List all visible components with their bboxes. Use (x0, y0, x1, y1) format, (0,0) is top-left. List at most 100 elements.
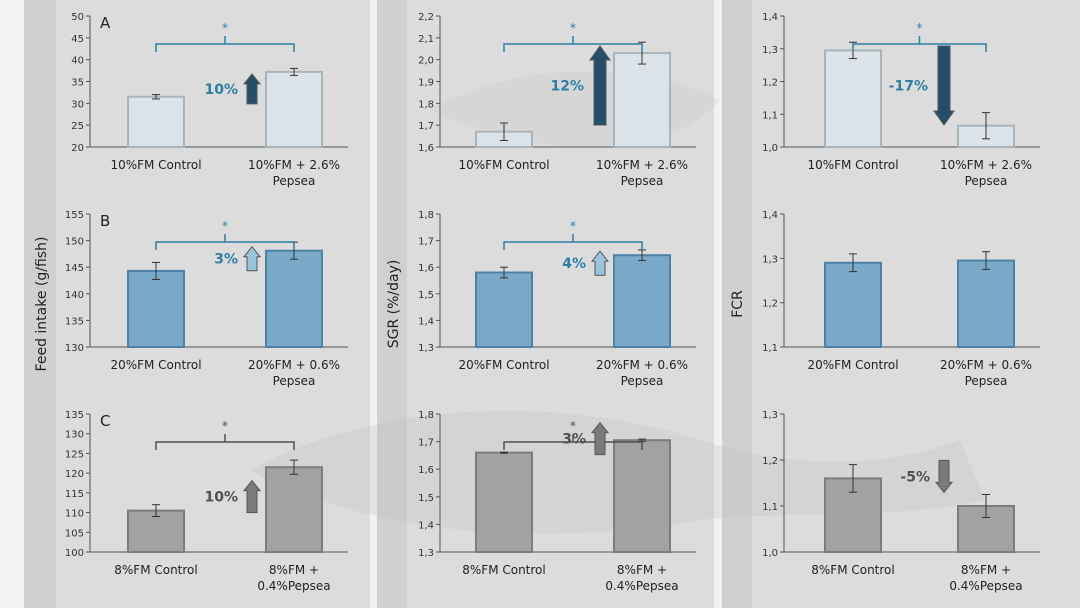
arrow-up-icon (242, 73, 262, 105)
significance-star: * (222, 21, 228, 35)
category-label: 20%FM Control (458, 358, 549, 372)
bar (613, 439, 671, 553)
y-tick-label: 1,3 (762, 254, 778, 265)
significance-star: * (222, 219, 228, 233)
y-axis-label-fcr: FCR (730, 290, 746, 318)
bar (265, 249, 323, 348)
bar (265, 70, 323, 148)
y-tick-label: 2,0 (418, 56, 434, 67)
bar (613, 52, 671, 148)
arrow-up-icon (590, 250, 610, 276)
y-tick-label: 125 (65, 449, 84, 460)
y-tick-label: 1,1 (762, 110, 778, 121)
significance-star: * (917, 21, 923, 35)
y-tick-label: 1,4 (762, 12, 778, 23)
bar (475, 271, 533, 348)
ylabel-strip-fcr (722, 0, 752, 608)
bar (613, 254, 671, 348)
category-label: 20%FM + 0.6% (940, 358, 1032, 372)
panel-label: A (100, 14, 111, 32)
bar (475, 451, 533, 554)
category-label: 10%FM + 2.6% (940, 158, 1032, 172)
y-tick-label: 155 (65, 210, 84, 221)
category-label: 20%FM Control (110, 358, 201, 372)
y-tick-label: 2,1 (418, 34, 434, 45)
significance-star: * (570, 419, 576, 433)
category-label: Pepsea (273, 174, 316, 188)
y-tick-label: 1,6 (418, 263, 434, 274)
y-tick-label: 1,4 (418, 316, 434, 327)
arrow-up-icon (242, 479, 262, 514)
column-panel-fcr (752, 0, 1080, 608)
chart-panels: 20 25 30 35 40 45 50 10%FM Control 10%FM + 2.6% P… (65, 12, 1040, 593)
category-label: 10%FM + 2.6% (248, 158, 340, 172)
y-tick-label: 20 (71, 143, 84, 154)
bar (957, 259, 1015, 348)
y-tick-label: 1,4 (418, 520, 434, 531)
percent-change-label: 4% (562, 256, 586, 272)
y-tick-label: 1,6 (418, 143, 434, 154)
arrow-down-icon (934, 459, 954, 494)
bar (824, 261, 882, 348)
category-label: Pepsea (965, 174, 1008, 188)
bar (127, 269, 185, 349)
y-tick-label: 1,7 (418, 237, 434, 248)
category-label: 20%FM + 0.6% (596, 358, 688, 372)
y-tick-label: 145 (65, 263, 84, 274)
y-tick-label: 1,8 (418, 99, 434, 110)
category-label: 8%FM Control (811, 563, 894, 577)
y-tick-label: 1,3 (418, 343, 434, 354)
category-label: 10%FM Control (807, 158, 898, 172)
category-label: Pepsea (621, 174, 664, 188)
category-label: 8%FM + (269, 563, 319, 577)
y-tick-label: 150 (65, 237, 84, 248)
chart-panel-1: 1,6 1,7 1,8 1,9 2,0 2,1 2,2 10%FM Control 10%FM … (418, 12, 696, 188)
y-tick-label: 35 (71, 78, 84, 89)
y-tick-label: 1,3 (762, 45, 778, 56)
y-tick-label: 130 (65, 343, 84, 354)
percent-change-label: -17% (889, 79, 928, 95)
percent-change-label: -5% (900, 469, 930, 485)
y-tick-label: 1,2 (762, 299, 778, 310)
chart-panel-7: 1,3 1,4 1,5 1,6 1,7 1,8 8%FM Control 8%FM + 0.4%… (418, 410, 696, 593)
bar (127, 95, 185, 148)
percent-change-label: 3% (562, 432, 586, 448)
category-label: 20%FM Control (807, 358, 898, 372)
y-tick-label: 1,1 (762, 343, 778, 354)
y-tick-label: 1,4 (762, 210, 778, 221)
y-tick-label: 1,9 (418, 78, 434, 89)
ylabel-strip-sgr (377, 0, 407, 608)
y-tick-label: 1,1 (762, 502, 778, 513)
bar (265, 466, 323, 554)
y-tick-label: 135 (65, 316, 84, 327)
arrow-up-icon (589, 45, 611, 126)
y-tick-label: 110 (65, 509, 84, 520)
bar (824, 49, 882, 149)
y-tick-label: 30 (71, 99, 84, 110)
arrow-up-icon (242, 245, 262, 272)
category-label: 20%FM + 0.6% (248, 358, 340, 372)
y-tick-label: 140 (65, 290, 84, 301)
percent-change-label: 3% (214, 252, 238, 268)
y-tick-label: 1,8 (418, 410, 434, 421)
arrow-up-icon (590, 421, 610, 456)
y-tick-label: 120 (65, 469, 84, 480)
significance-star: * (570, 21, 576, 35)
y-tick-label: 1,7 (418, 121, 434, 132)
y-tick-label: 1,0 (762, 143, 778, 154)
category-label: 10%FM + 2.6% (596, 158, 688, 172)
y-tick-label: 1,7 (418, 438, 434, 449)
y-tick-label: 135 (65, 410, 84, 421)
category-label: 8%FM + (617, 563, 667, 577)
y-tick-label: 100 (65, 548, 84, 559)
y-tick-label: 25 (71, 121, 84, 132)
y-tick-label: 1,2 (762, 78, 778, 89)
category-label: 10%FM Control (458, 158, 549, 172)
percent-change-label: 10% (204, 82, 238, 98)
panel-label: B (100, 212, 110, 230)
category-label: 8%FM Control (114, 563, 197, 577)
bar (957, 505, 1015, 553)
category-label: Pepsea (621, 374, 664, 388)
y-tick-label: 40 (71, 56, 84, 67)
